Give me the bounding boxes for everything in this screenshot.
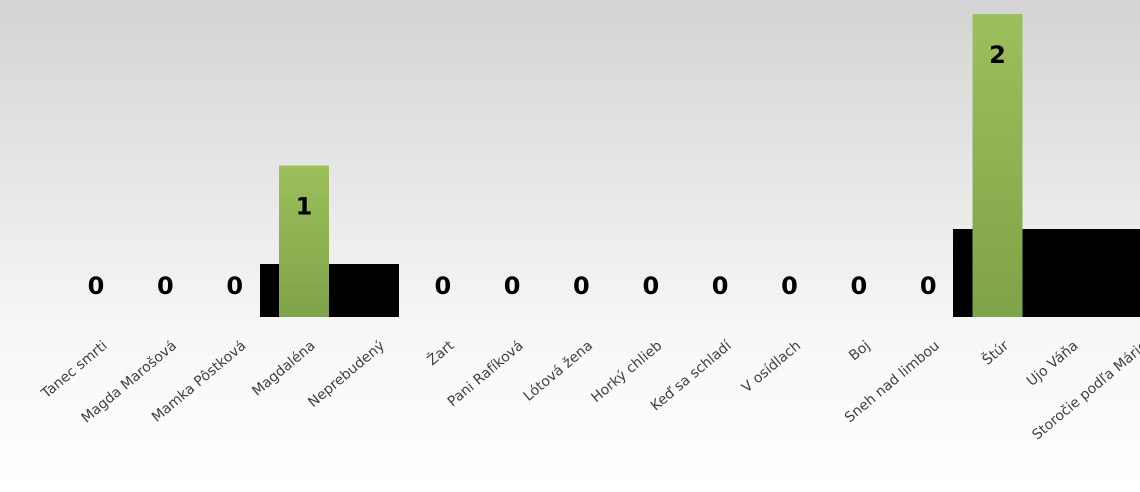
- value-label-6: 0: [504, 272, 521, 300]
- value-label-12: 0: [920, 272, 937, 300]
- value-label-8: 0: [642, 272, 659, 300]
- value-label-1: 0: [157, 272, 174, 300]
- value-label-0: 0: [88, 272, 105, 300]
- category-label-7: Lótová žena: [521, 338, 596, 405]
- value-label-2: 0: [226, 272, 243, 300]
- category-label-0: Tanec smrti: [38, 338, 111, 403]
- category-label-10: V osídlach: [739, 338, 804, 396]
- bar-3: [279, 165, 329, 317]
- bar-13: [972, 14, 1023, 317]
- value-label-9: 0: [712, 272, 729, 300]
- category-label-13: Štúr: [978, 336, 1012, 369]
- value-labels-group: 0 0 0 1 0 0 0 0 0 0 0 0 2: [88, 41, 1006, 300]
- value-label-3: 1: [296, 193, 313, 221]
- category-label-5: Žart: [423, 336, 457, 369]
- category-label-11: Boj: [846, 338, 873, 364]
- value-label-10: 0: [781, 272, 798, 300]
- category-label-14: Ujo Váňa: [1024, 338, 1082, 390]
- category-label-3: Magdaléna: [249, 338, 318, 400]
- value-label-13: 2: [989, 41, 1006, 69]
- category-label-6: Pani Rafíková: [445, 338, 527, 410]
- value-label-5: 0: [434, 272, 451, 300]
- value-label-7: 0: [573, 272, 590, 300]
- category-label-15: Storočie podľa Márie: [1029, 338, 1140, 444]
- bars-group: [279, 14, 1023, 317]
- value-label-11: 0: [850, 272, 867, 300]
- category-label-4: Neprebudený: [305, 338, 388, 411]
